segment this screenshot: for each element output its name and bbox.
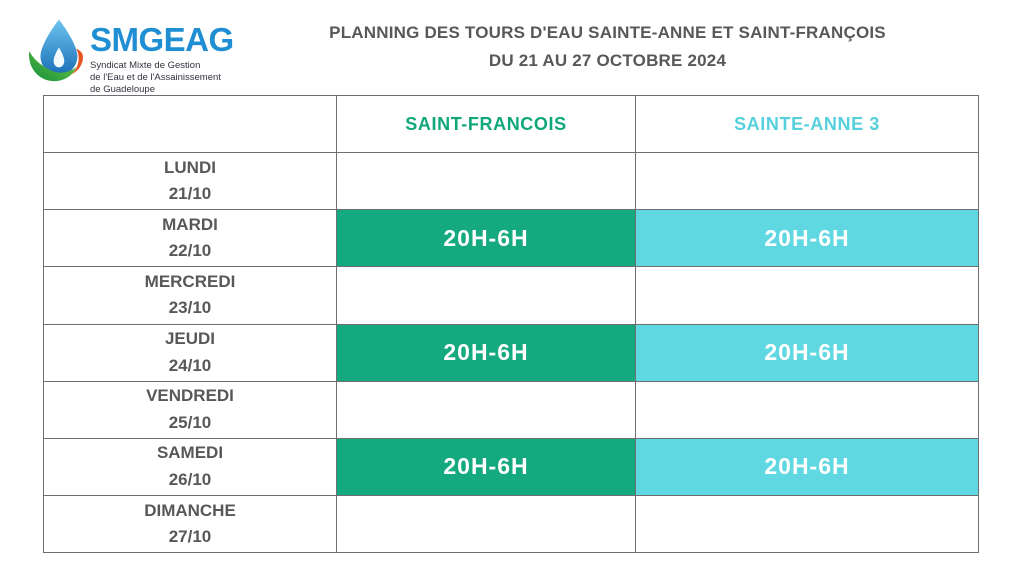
table-row: DIMANCHE 27/10 bbox=[43, 494, 979, 554]
slot-value: 20H-6H bbox=[443, 339, 529, 366]
slot-saint-francois bbox=[336, 152, 636, 211]
page-title-line2: DU 21 AU 27 OCTOBRE 2024 bbox=[488, 50, 727, 70]
day-date: 22/10 bbox=[168, 241, 212, 261]
day-cell: SAMEDI 26/10 bbox=[43, 437, 337, 496]
slot-saint-francois bbox=[336, 380, 636, 439]
day-cell: DIMANCHE 27/10 bbox=[43, 494, 337, 554]
day-cell: MARDI 22/10 bbox=[43, 209, 337, 268]
day-name: SAMEDI bbox=[156, 443, 224, 463]
slot-saint-francois: 20H-6H bbox=[336, 437, 636, 496]
smgeag-logo: SMGEAG Syndicat Mixte de Gestion de l'Ea… bbox=[27, 13, 234, 96]
slot-sainte-anne: 20H-6H bbox=[635, 209, 979, 268]
slot-saint-francois bbox=[336, 494, 636, 554]
day-name: VENDREDI bbox=[146, 386, 234, 406]
slot-value: 20H-6H bbox=[764, 453, 850, 480]
table-row: VENDREDI 25/10 bbox=[43, 380, 979, 439]
slot-value: 20H-6H bbox=[764, 224, 850, 251]
day-date: 26/10 bbox=[168, 469, 212, 489]
slot-saint-francois: 20H-6H bbox=[336, 323, 636, 382]
header-spacer bbox=[43, 94, 337, 154]
column-header-saint-francois: SAINT-FRANCOIS bbox=[336, 94, 636, 154]
day-name: MARDI bbox=[162, 214, 218, 234]
day-cell: VENDREDI 25/10 bbox=[43, 380, 337, 439]
day-name: DIMANCHE bbox=[144, 500, 236, 520]
logo-subtitle-line: de l'Eau et de l'Assainissement bbox=[90, 72, 221, 84]
table-row: SAMEDI 26/10 20H-6H 20H-6H bbox=[43, 437, 979, 496]
day-name: MERCREDI bbox=[144, 272, 236, 292]
day-date: 24/10 bbox=[168, 355, 212, 375]
logo-subtitle-line: Syndicat Mixte de Gestion bbox=[90, 60, 201, 72]
slot-sainte-anne bbox=[635, 266, 979, 325]
table-header-row: SAINT-FRANCOIS SAINTE-ANNE 3 bbox=[43, 94, 979, 154]
slot-saint-francois bbox=[336, 266, 636, 325]
logo-text: SMGEAG Syndicat Mixte de Gestion de l'Ea… bbox=[90, 13, 234, 96]
logo-subtitle: Syndicat Mixte de Gestion de l'Eau et de… bbox=[90, 60, 234, 96]
table-row: MARDI 22/10 20H-6H 20H-6H bbox=[43, 209, 979, 268]
column-header-sainte-anne: SAINTE-ANNE 3 bbox=[635, 94, 979, 154]
slot-sainte-anne: 20H-6H bbox=[635, 437, 979, 496]
day-cell: JEUDI 24/10 bbox=[43, 323, 337, 382]
slot-sainte-anne bbox=[635, 380, 979, 439]
day-name: JEUDI bbox=[164, 329, 216, 349]
slot-value: 20H-6H bbox=[764, 339, 850, 366]
slot-sainte-anne: 20H-6H bbox=[635, 323, 979, 382]
day-date: 27/10 bbox=[168, 526, 212, 546]
water-drop-leaf-icon bbox=[28, 19, 83, 82]
table-row: LUNDI 21/10 bbox=[43, 152, 979, 211]
slot-sainte-anne bbox=[635, 152, 979, 211]
slot-saint-francois: 20H-6H bbox=[336, 209, 636, 268]
planning-table: SAINT-FRANCOIS SAINTE-ANNE 3 LUNDI 21/10… bbox=[43, 94, 979, 554]
table-row: JEUDI 24/10 20H-6H 20H-6H bbox=[43, 323, 979, 382]
page-title-line1: PLANNING DES TOURS D'EAU SAINTE-ANNE ET … bbox=[329, 23, 886, 42]
day-date: 25/10 bbox=[168, 412, 212, 432]
day-date: 21/10 bbox=[168, 184, 212, 204]
table-row: MERCREDI 23/10 bbox=[43, 266, 979, 325]
day-date: 23/10 bbox=[168, 298, 212, 318]
day-name: LUNDI bbox=[164, 157, 216, 177]
day-cell: LUNDI 21/10 bbox=[43, 152, 337, 211]
page-title: PLANNING DES TOURS D'EAU SAINTE-ANNE ET … bbox=[325, 19, 890, 74]
logo-acronym: SMGEAG bbox=[90, 21, 234, 58]
logo-subtitle-line: de Guadeloupe bbox=[90, 84, 155, 96]
day-cell: MERCREDI 23/10 bbox=[43, 266, 337, 325]
slot-value: 20H-6H bbox=[443, 224, 529, 251]
slot-value: 20H-6H bbox=[443, 453, 529, 480]
slot-sainte-anne bbox=[635, 494, 979, 554]
